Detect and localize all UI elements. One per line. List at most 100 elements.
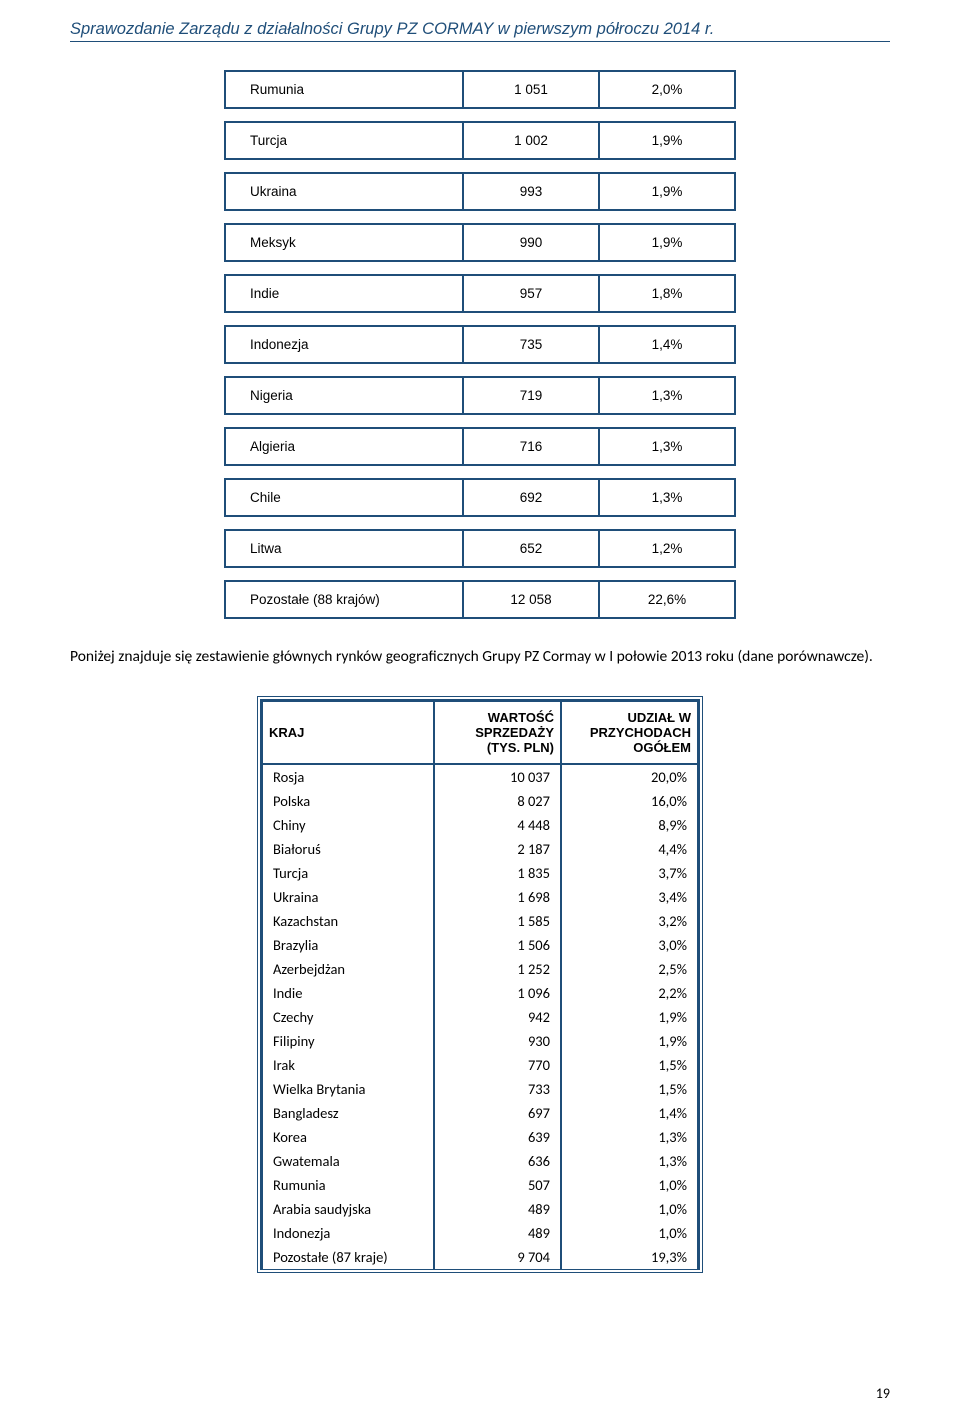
cell-sales: 2 187 [434, 837, 561, 861]
table-row: Ukraina1 6983,4% [262, 885, 698, 909]
cell-country: Gwatemala [262, 1149, 434, 1173]
cell-value: 1 002 [463, 122, 599, 159]
cell-share: 1,4% [561, 1101, 698, 1125]
cell-share: 16,0% [561, 789, 698, 813]
cell-percent: 1,3% [599, 428, 735, 465]
cell-country: Indie [262, 981, 434, 1005]
cell-country: Indonezja [262, 1221, 434, 1245]
cell-sales: 489 [434, 1197, 561, 1221]
cell-sales: 4 448 [434, 813, 561, 837]
cell-percent: 1,3% [599, 479, 735, 516]
table-row: Arabia saudyjska4891,0% [262, 1197, 698, 1221]
country-sales-table-h1-2013-wrap: KRAJ WARTOŚĆ SPRZEDAŻY (TYS. PLN) UDZIAŁ… [70, 696, 890, 1273]
cell-country: Białoruś [262, 837, 434, 861]
th-country: KRAJ [262, 701, 434, 764]
cell-share: 3,2% [561, 909, 698, 933]
cell-value: 735 [463, 326, 599, 363]
cell-share: 1,9% [561, 1029, 698, 1053]
paragraph-comparative: Poniżej znajduje się zestawienie głównyc… [70, 647, 890, 668]
cell-country: Chiny [262, 813, 434, 837]
table-row: Indonezja7351,4% [225, 326, 735, 363]
cell-sales: 489 [434, 1221, 561, 1245]
cell-percent: 1,3% [599, 377, 735, 414]
cell-value: 716 [463, 428, 599, 465]
table-row: Rosja10 03720,0% [262, 764, 698, 789]
cell-share: 3,4% [561, 885, 698, 909]
table-row: Chiny4 4488,9% [262, 813, 698, 837]
cell-share: 1,3% [561, 1149, 698, 1173]
cell-sales: 1 585 [434, 909, 561, 933]
table-row: Chile6921,3% [225, 479, 735, 516]
table-row: Meksyk9901,9% [225, 224, 735, 261]
page: Sprawozdanie Zarządu z działalności Grup… [0, 0, 960, 1424]
cell-country: Rumunia [225, 71, 463, 108]
cell-percent: 1,8% [599, 275, 735, 312]
page-number: 19 [876, 1385, 890, 1402]
table-row: Bangladesz6971,4% [262, 1101, 698, 1125]
cell-share: 4,4% [561, 837, 698, 861]
table-row: Gwatemala6361,3% [262, 1149, 698, 1173]
table-row: Brazylia1 5063,0% [262, 933, 698, 957]
table-row: Azerbejdżan1 2522,5% [262, 957, 698, 981]
cell-country: Rumunia [262, 1173, 434, 1197]
cell-value: 692 [463, 479, 599, 516]
cell-sales: 733 [434, 1077, 561, 1101]
cell-country: Nigeria [225, 377, 463, 414]
cell-country: Indie [225, 275, 463, 312]
cell-share: 20,0% [561, 764, 698, 789]
table-row: Polska8 02716,0% [262, 789, 698, 813]
table-row: Wielka Brytania7331,5% [262, 1077, 698, 1101]
table-row: Rumunia1 0512,0% [225, 71, 735, 108]
th-sales-value: WARTOŚĆ SPRZEDAŻY (TYS. PLN) [434, 701, 561, 764]
cell-country: Azerbejdżan [262, 957, 434, 981]
table-row: Pozostałe (87 kraje)9 70419,3% [262, 1245, 698, 1269]
table-row: Algieria7161,3% [225, 428, 735, 465]
cell-sales: 507 [434, 1173, 561, 1197]
cell-share: 1,5% [561, 1053, 698, 1077]
cell-country: Indonezja [225, 326, 463, 363]
table-row: Rumunia5071,0% [262, 1173, 698, 1197]
table-row: Litwa6521,2% [225, 530, 735, 567]
table-row: Turcja1 0021,9% [225, 122, 735, 159]
cell-sales: 930 [434, 1029, 561, 1053]
cell-percent: 22,6% [599, 581, 735, 618]
cell-country: Korea [262, 1125, 434, 1149]
cell-country: Kazachstan [262, 909, 434, 933]
country-sales-table-h1-2014: Rumunia1 0512,0% Turcja1 0021,9% Ukraina99… [224, 70, 736, 619]
table-row: Nigeria7191,3% [225, 377, 735, 414]
cell-sales: 697 [434, 1101, 561, 1125]
cell-country: Ukraina [225, 173, 463, 210]
cell-value: 1 051 [463, 71, 599, 108]
page-header: Sprawozdanie Zarządu z działalności Grup… [70, 20, 890, 42]
cell-share: 1,5% [561, 1077, 698, 1101]
cell-share: 3,7% [561, 861, 698, 885]
cell-share: 3,0% [561, 933, 698, 957]
cell-country: Irak [262, 1053, 434, 1077]
table-row: Indonezja4891,0% [262, 1221, 698, 1245]
cell-country: Litwa [225, 530, 463, 567]
table-row: Białoruś2 1874,4% [262, 837, 698, 861]
cell-share: 1,0% [561, 1221, 698, 1245]
cell-country: Wielka Brytania [262, 1077, 434, 1101]
table-row: Indie9571,8% [225, 275, 735, 312]
cell-percent: 1,4% [599, 326, 735, 363]
cell-country: Arabia saudyjska [262, 1197, 434, 1221]
cell-sales: 9 704 [434, 1245, 561, 1269]
cell-country: Algieria [225, 428, 463, 465]
cell-country: Chile [225, 479, 463, 516]
table-row: Czechy9421,9% [262, 1005, 698, 1029]
cell-sales: 1 506 [434, 933, 561, 957]
cell-sales: 639 [434, 1125, 561, 1149]
cell-sales: 770 [434, 1053, 561, 1077]
cell-country: Polska [262, 789, 434, 813]
country-sales-table-h1-2013: KRAJ WARTOŚĆ SPRZEDAŻY (TYS. PLN) UDZIAŁ… [261, 700, 699, 1269]
table-row: Korea6391,3% [262, 1125, 698, 1149]
cell-share: 1,0% [561, 1173, 698, 1197]
cell-country: Ukraina [262, 885, 434, 909]
cell-share: 1,0% [561, 1197, 698, 1221]
table-row: Ukraina9931,9% [225, 173, 735, 210]
cell-sales: 10 037 [434, 764, 561, 789]
cell-country: Rosja [262, 764, 434, 789]
cell-sales: 1 698 [434, 885, 561, 909]
cell-value: 12 058 [463, 581, 599, 618]
